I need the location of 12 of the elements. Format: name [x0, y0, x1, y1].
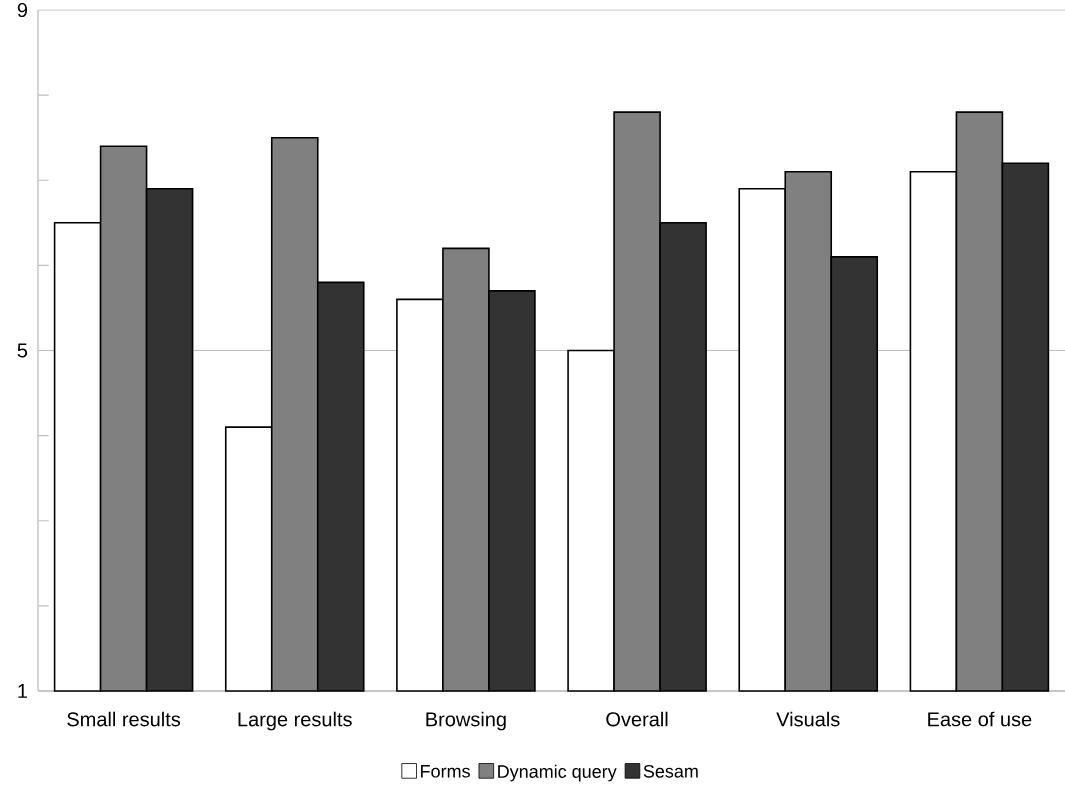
x-tick-label: Visuals — [776, 711, 840, 727]
y-tick-label: 5 — [17, 343, 28, 358]
x-tick-label: Overall — [606, 711, 668, 727]
x-tick-label: Browsing — [426, 711, 506, 731]
legend-label: Dynamic query — [498, 764, 617, 782]
legend-label: Forms — [421, 765, 470, 778]
x-tick-label: Large results — [238, 711, 352, 731]
x-tick-label: Small results — [67, 711, 181, 727]
legend-label: Sesam — [643, 764, 698, 778]
y-tick-label: 1 — [18, 684, 27, 698]
y-tick-label: 9 — [17, 2, 27, 18]
x-tick-label: Ease of use — [928, 711, 1032, 727]
